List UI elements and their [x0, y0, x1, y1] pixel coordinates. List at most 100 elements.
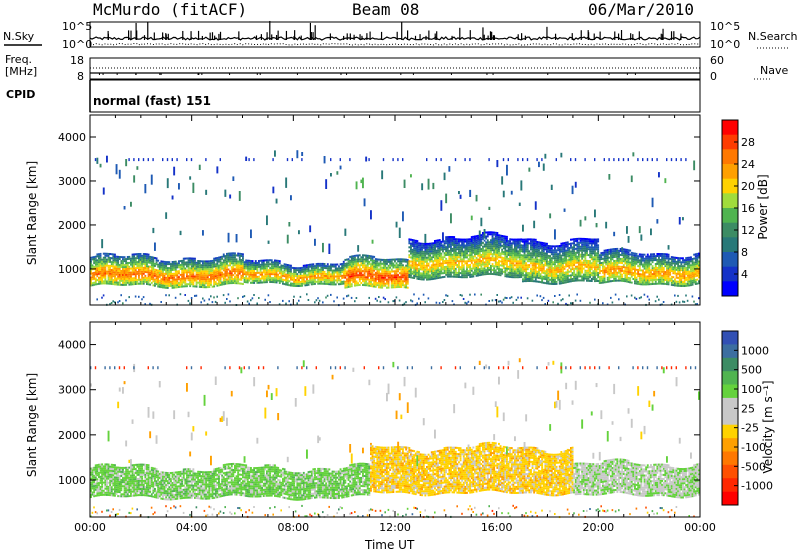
- data-cell: [475, 237, 478, 240]
- data-cell: [218, 266, 220, 269]
- data-cell: [446, 247, 449, 250]
- data-cell: [360, 258, 363, 261]
- data-cell: [219, 278, 222, 280]
- data-cell: [131, 271, 134, 274]
- data-cell: [118, 264, 121, 266]
- data-cell: [488, 261, 491, 263]
- data-cell: [133, 257, 136, 260]
- data-cell: [334, 267, 337, 270]
- data-cell: [366, 254, 369, 257]
- data-cell: [453, 263, 456, 266]
- data-cell: [534, 260, 537, 263]
- data-cell: [483, 271, 486, 274]
- data-cell: [102, 258, 105, 261]
- data-cell: [416, 263, 419, 266]
- data-cell: [328, 273, 331, 276]
- data-cell: [93, 262, 96, 264]
- data-cell: [490, 231, 492, 234]
- data-cell: [454, 248, 457, 251]
- data-cell: [434, 249, 436, 252]
- data-cell: [125, 262, 128, 265]
- data-cell: [424, 243, 427, 245]
- data-cell: [578, 265, 580, 268]
- data-cell: [539, 257, 542, 260]
- data-cell: [523, 252, 526, 255]
- data-cell: [530, 252, 532, 255]
- data-cell: [565, 245, 568, 248]
- data-cell: [445, 250, 448, 252]
- data-cell: [226, 266, 228, 269]
- data-cell: [448, 263, 451, 266]
- data-cell: [518, 274, 521, 277]
- data-cell: [152, 266, 155, 269]
- data-cell: [350, 277, 353, 280]
- data-cell: [126, 269, 129, 272]
- data-cell: [442, 260, 444, 263]
- data-cell: [114, 279, 116, 282]
- data-cell: [570, 302, 572, 305]
- data-cell: [406, 262, 409, 265]
- data-cell: [482, 269, 484, 272]
- data-cell: [459, 260, 462, 263]
- data-cell: [178, 266, 180, 269]
- data-cell: [224, 280, 227, 283]
- data-cell: [379, 266, 382, 269]
- data-cell: [370, 281, 372, 283]
- data-cell: [139, 253, 142, 255]
- data-cell: [462, 266, 465, 269]
- data-cell: [467, 264, 470, 267]
- data-cell: [562, 250, 564, 253]
- data-cell: [506, 251, 508, 254]
- data-cell: [486, 249, 489, 252]
- data-cell: [142, 280, 145, 283]
- data-cell: [378, 274, 380, 277]
- data-cell: [226, 258, 228, 261]
- data-cell: [581, 251, 584, 254]
- data-cell: [533, 242, 536, 245]
- data-cell: [381, 280, 384, 283]
- data-cell: [278, 268, 281, 271]
- data-cell: [488, 245, 491, 248]
- data-cell: [114, 261, 116, 264]
- data-cell: [482, 253, 484, 256]
- data-cell: [160, 262, 163, 265]
- data-cell: [189, 176, 192, 180]
- data-cell: [454, 254, 457, 256]
- data-cell: [226, 280, 228, 283]
- data-cell: [109, 278, 112, 281]
- data-cell: [107, 258, 110, 261]
- data-cell: [547, 245, 550, 247]
- data-cell: [173, 276, 176, 279]
- data-cell: [475, 194, 478, 202]
- data-cell: [405, 260, 408, 263]
- data-cell: [490, 259, 492, 262]
- data-cell: [523, 262, 526, 265]
- data-cell: [558, 252, 561, 255]
- data-cell: [224, 267, 227, 269]
- data-cell: [531, 262, 534, 265]
- data-cell: [579, 275, 582, 278]
- data-cell: [224, 278, 227, 281]
- data-cell: [534, 201, 537, 210]
- data-cell: [518, 264, 521, 267]
- data-cell: [408, 262, 411, 265]
- data-cell: [486, 251, 489, 254]
- data-cell: [486, 261, 489, 264]
- data-cell: [510, 238, 513, 241]
- data-cell: [384, 262, 387, 265]
- data-cell: [139, 264, 142, 267]
- data-cell: [392, 264, 395, 267]
- data-cell: [251, 271, 254, 274]
- data-cell: [99, 280, 102, 283]
- data-cell: [342, 268, 345, 271]
- data-cell: [122, 264, 124, 267]
- data-cell: [387, 276, 390, 279]
- data-cell: [117, 271, 120, 274]
- data-cell: [432, 254, 435, 257]
- data-cell: [178, 282, 180, 284]
- data-cell: [550, 277, 553, 279]
- data-cell: [520, 264, 523, 267]
- data-cell: [205, 262, 208, 265]
- data-cell: [96, 267, 99, 270]
- data-cell: [128, 283, 131, 286]
